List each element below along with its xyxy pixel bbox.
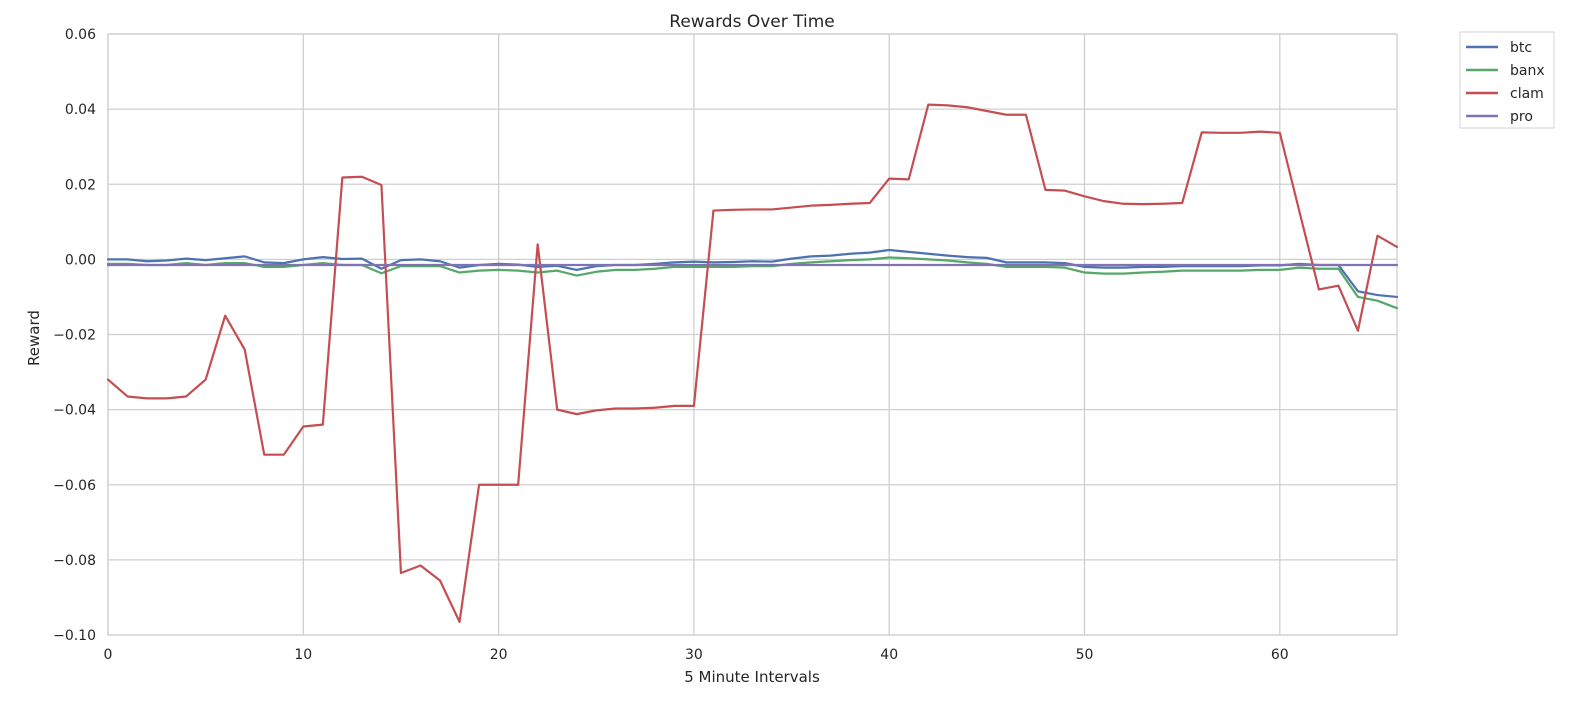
- series-line-banx: [106, 256, 1399, 310]
- series-lines: [106, 103, 1399, 623]
- y-tick-label: 0.04: [65, 102, 96, 118]
- x-axis-label: 5 Minute Intervals: [684, 668, 820, 686]
- x-tick-label: 20: [490, 647, 508, 663]
- legend-label-pro: pro: [1510, 109, 1533, 125]
- x-tick-label: 30: [685, 647, 703, 663]
- x-tick-label: 0: [104, 647, 113, 663]
- series-line-clam: [106, 103, 1399, 623]
- y-tick-labels: −0.10 −0.08 −0.06 −0.04 −0.02 0.00 0.02 0.04 0.0…: [53, 27, 96, 644]
- plot-area-frame: [107, 33, 1398, 636]
- x-tick-labels: 0 10 20 30 40 50 60: [104, 647, 1289, 663]
- y-axis-label: Reward: [25, 310, 43, 366]
- legend-label-clam: clam: [1510, 86, 1544, 102]
- legend-label-btc: btc: [1510, 40, 1532, 56]
- legend-label-banx: banx: [1510, 63, 1545, 79]
- y-tick-label: 0.06: [65, 27, 96, 43]
- y-tick-label: −0.04: [53, 403, 96, 419]
- legend: btc banx clam pro: [1459, 31, 1555, 129]
- x-tick-label: 40: [880, 647, 898, 663]
- y-tick-label: −0.02: [53, 328, 96, 344]
- chart-title: Rewards Over Time: [669, 12, 834, 32]
- series-line-btc: [106, 248, 1399, 299]
- y-tick-label: 0.02: [65, 177, 96, 193]
- y-tick-label: −0.08: [53, 553, 96, 569]
- y-tick-label: 0.00: [65, 252, 96, 268]
- x-tick-label: 10: [294, 647, 312, 663]
- x-tick-label: 60: [1271, 647, 1289, 663]
- y-tick-label: −0.06: [53, 478, 96, 494]
- x-tick-label: 50: [1076, 647, 1094, 663]
- y-tick-label: −0.10: [53, 628, 96, 644]
- grid-lines: [107, 33, 1397, 636]
